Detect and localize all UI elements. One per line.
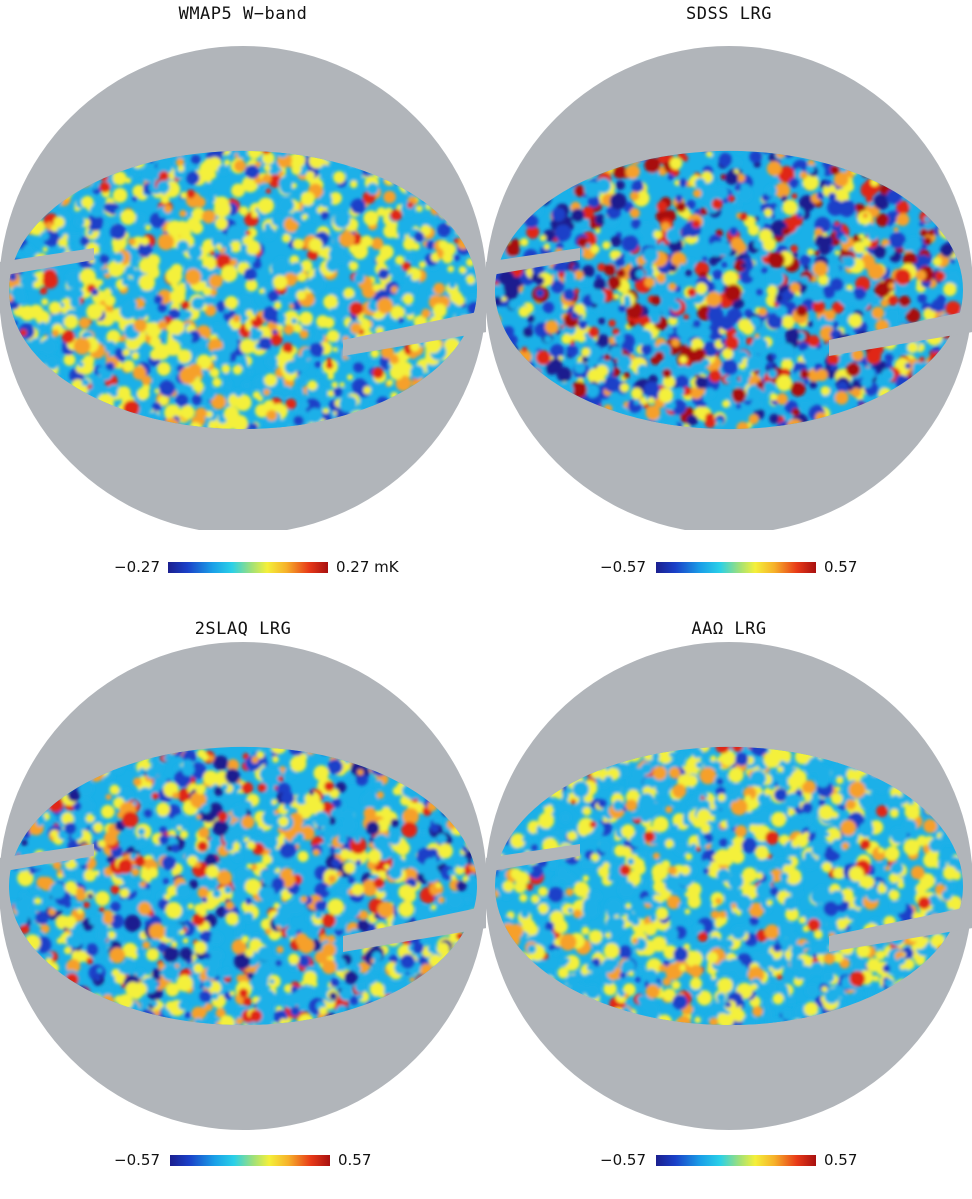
- colorbar-gradient: [170, 1155, 330, 1166]
- colorbar-max-label: 0.27 mK: [336, 558, 399, 576]
- colorbar-min-label: −0.57: [536, 558, 646, 576]
- panel-aaomega: AAΩ LRG −0.57 0.57: [486, 589, 972, 1178]
- colorbar-gradient: [168, 562, 328, 573]
- colorbar-max-label: 0.57: [338, 1151, 371, 1169]
- panel-sdss: SDSS LRG −0.57 0.57: [486, 0, 972, 589]
- colorbar: −0.57 0.57: [0, 1150, 486, 1172]
- colorbar-gradient: [656, 1155, 816, 1166]
- colorbar-max-label: 0.57: [824, 1151, 857, 1169]
- colorbar: −0.27 0.27 mK: [0, 557, 486, 579]
- sky-map: [0, 0, 486, 530]
- colorbar-max-label: 0.57: [824, 558, 857, 576]
- sky-map: [486, 0, 972, 530]
- panel-wmap5: WMAP5 W−band −0.27 0.27 mK: [0, 0, 486, 589]
- colorbar-min-label: −0.57: [50, 1151, 160, 1169]
- colorbar-min-label: −0.57: [536, 1151, 646, 1169]
- panel-2slaq: 2SLAQ LRG −0.57 0.57: [0, 589, 486, 1178]
- sky-map: [0, 629, 486, 1199]
- sky-map: [486, 629, 972, 1199]
- colorbar: −0.57 0.57: [486, 1150, 972, 1172]
- colorbar-gradient: [656, 562, 816, 573]
- colorbar: −0.57 0.57: [486, 557, 972, 579]
- colorbar-min-label: −0.27: [50, 558, 160, 576]
